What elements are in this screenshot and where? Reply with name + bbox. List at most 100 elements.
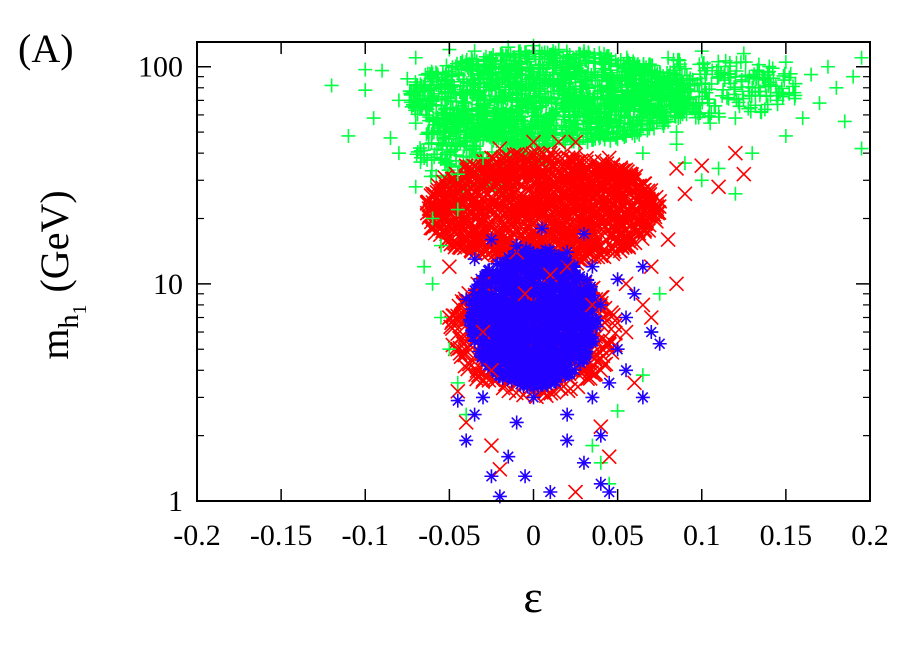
scatter-point-fill: [511, 255, 526, 270]
scatter-point-series-0: [694, 173, 709, 188]
scatter-point-fill: [691, 107, 706, 122]
scatter-point-fill: [625, 116, 640, 131]
scatter-point-fill: [692, 57, 707, 72]
scatter-point-series-0: [450, 167, 465, 182]
scatter-point-fill: [580, 187, 597, 203]
scatter-point-fill: [485, 197, 501, 213]
scatter-point-fill: [568, 62, 583, 77]
scatter-point-fill: [567, 272, 582, 287]
scatter-point-series-1: [626, 172, 643, 188]
scatter-point-fill: [579, 371, 596, 387]
scatter-point-fill: [568, 50, 583, 65]
scatter-point-series-2: [509, 238, 524, 253]
scatter-point-series-1: [727, 145, 743, 161]
scatter-point-fill: [788, 88, 803, 103]
scatter-point-series-0: [442, 121, 457, 136]
scatter-point-fill: [461, 356, 477, 372]
scatter-point-fill: [541, 291, 556, 306]
scatter-point-fill: [457, 110, 472, 125]
scatter-point-series-2: [476, 276, 491, 291]
scatter-point-fill: [429, 110, 444, 125]
scatter-point-fill: [526, 275, 541, 290]
scatter-point-series-0: [425, 276, 440, 291]
scatter-point-fill: [443, 236, 459, 252]
scatter-point-fill: [498, 237, 514, 253]
scatter-point-fill: [479, 267, 494, 282]
y-axis-title: mh1(GeV): [32, 190, 91, 359]
scatter-point-fill: [741, 79, 756, 94]
scatter-point-fill: [489, 312, 504, 327]
scatter-point-fill: [460, 115, 475, 130]
scatter-point-series-0: [383, 130, 398, 145]
scatter-point-fill: [699, 67, 714, 82]
scatter-point-fill: [638, 96, 653, 111]
scatter-point-series-0: [846, 69, 861, 84]
scatter-point-fill: [495, 310, 510, 325]
scatter-point-fill: [546, 266, 561, 281]
scatter-point-series-0: [509, 59, 524, 74]
scatter-point-series-0: [408, 116, 423, 131]
scatter-point-fill: [653, 66, 668, 81]
scatter-point-fill: [492, 304, 507, 319]
scatter-point-fill: [603, 133, 618, 148]
scatter-point-series-1: [458, 158, 474, 174]
scatter-point-series-2: [518, 363, 533, 378]
scatter-point-fill: [566, 260, 581, 275]
scatter-point-series-1: [694, 158, 710, 174]
scatter-point-fill: [579, 316, 594, 331]
scatter-point-fill: [441, 157, 456, 172]
scatter-point-series-0: [417, 150, 432, 165]
scatter-point-fill: [576, 171, 593, 187]
scatter-point-fill: [621, 239, 637, 255]
scatter-point-series-0: [602, 116, 617, 131]
scatter-point-fill: [535, 333, 550, 348]
scatter-point-fill: [566, 164, 582, 180]
scatter-point-fill: [477, 343, 492, 358]
scatter-point-series-2: [543, 276, 558, 291]
scatter-point-series-1: [668, 276, 685, 292]
scatter-point-series-0: [484, 50, 499, 65]
scatter-point-fill: [480, 354, 495, 369]
scatter-point-fill: [572, 200, 588, 216]
scatter-point-series-1: [525, 201, 542, 218]
scatter-point-fill: [631, 77, 646, 92]
scatter-point-series-1: [525, 163, 542, 179]
scatter-point-series-0: [728, 186, 743, 201]
scatter-point-fill: [664, 82, 679, 97]
scatter-point-fill: [647, 204, 663, 220]
scatter-point-fill: [603, 304, 620, 321]
scatter-point-fill: [593, 351, 609, 367]
scatter-point-series-0: [644, 71, 659, 86]
scatter-point-series-0: [450, 375, 465, 390]
scatter-point-fill: [757, 72, 772, 87]
scatter-point-fill: [541, 339, 556, 354]
scatter-point-fill: [765, 61, 780, 76]
scatter-point-series-0: [753, 104, 768, 119]
scatter-point-fill: [508, 293, 523, 308]
scatter-point-fill: [562, 366, 577, 381]
scatter-point-fill: [495, 150, 511, 166]
scatter-point-series-2: [534, 221, 549, 236]
scatter-point-series-0: [686, 98, 701, 113]
scatter-point-fill: [516, 168, 532, 184]
scatter-point-fill: [580, 215, 596, 232]
scatter-point-fill: [670, 59, 685, 74]
scatter-point-fill: [520, 311, 535, 326]
scatter-point-fill: [538, 165, 554, 182]
scatter-point-fill: [504, 301, 519, 316]
scatter-point-fill: [651, 88, 666, 103]
scatter-point-series-0: [627, 64, 642, 79]
scatter-point-fill: [450, 137, 465, 152]
scatter-point-series-2: [610, 342, 625, 357]
scatter-point-fill: [604, 80, 619, 95]
scatter-point-fill: [624, 62, 639, 77]
scatter-point-fill: [470, 325, 485, 340]
scatter-point-fill: [559, 159, 575, 175]
scatter-point-fill: [540, 243, 555, 258]
scatter-point-fill: [486, 133, 501, 148]
scatter-point-fill: [513, 110, 528, 125]
scatter-point-series-1: [441, 259, 457, 275]
scatter-point-fill: [647, 121, 662, 136]
scatter-point-series-1: [643, 309, 659, 326]
scatter-point-fill: [613, 175, 629, 191]
